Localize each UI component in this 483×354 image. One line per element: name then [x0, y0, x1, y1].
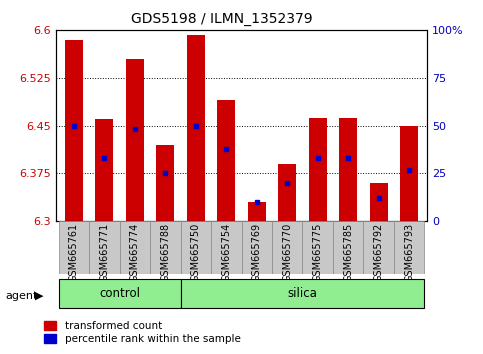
Bar: [309, 118, 327, 221]
Text: GSM665788: GSM665788: [160, 223, 170, 282]
Legend: transformed count, percentile rank within the sample: transformed count, percentile rank withi…: [44, 321, 241, 344]
Bar: [302, 221, 333, 274]
Text: GSM665792: GSM665792: [374, 223, 384, 282]
Text: GSM665770: GSM665770: [282, 223, 292, 282]
Bar: [400, 126, 418, 221]
Text: ▶: ▶: [35, 291, 43, 301]
Text: GSM665771: GSM665771: [99, 223, 109, 282]
Bar: [339, 118, 357, 221]
Text: GSM665754: GSM665754: [221, 223, 231, 282]
Text: GSM665774: GSM665774: [130, 223, 140, 282]
Text: GSM665769: GSM665769: [252, 223, 262, 282]
Bar: [363, 221, 394, 274]
Bar: [181, 280, 425, 308]
Bar: [58, 280, 181, 308]
Bar: [333, 221, 363, 274]
Bar: [89, 221, 120, 274]
Bar: [181, 221, 211, 274]
Bar: [126, 59, 144, 221]
Text: GSM665761: GSM665761: [69, 223, 79, 282]
Bar: [278, 164, 297, 221]
Bar: [369, 183, 388, 221]
Bar: [211, 221, 242, 274]
Bar: [248, 202, 266, 221]
Bar: [65, 40, 83, 221]
Bar: [120, 221, 150, 274]
Text: GSM665793: GSM665793: [404, 223, 414, 282]
Bar: [186, 35, 205, 221]
Text: silica: silica: [287, 287, 317, 300]
Bar: [217, 100, 235, 221]
Text: GSM665750: GSM665750: [191, 223, 201, 282]
Text: GSM665785: GSM665785: [343, 223, 353, 282]
Text: control: control: [99, 287, 140, 300]
Text: GSM665775: GSM665775: [313, 223, 323, 282]
Bar: [156, 145, 174, 221]
Bar: [272, 221, 302, 274]
Text: GDS5198 / ILMN_1352379: GDS5198 / ILMN_1352379: [131, 12, 313, 27]
Bar: [58, 221, 89, 274]
Bar: [95, 119, 114, 221]
Bar: [242, 221, 272, 274]
Text: agent: agent: [6, 291, 38, 301]
Bar: [394, 221, 425, 274]
Bar: [150, 221, 181, 274]
